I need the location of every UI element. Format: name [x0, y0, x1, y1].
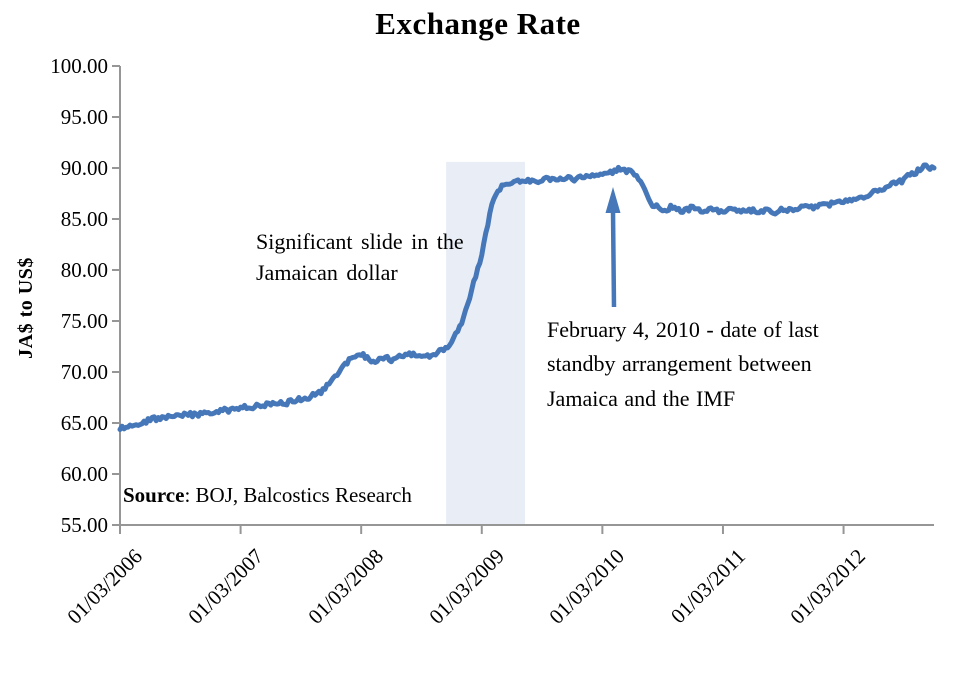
y-tick-label: 100.00 [50, 54, 108, 78]
y-tick-label: 60.00 [60, 462, 108, 486]
source-text: : BOJ, Balcostics Research [184, 483, 412, 507]
y-tick-label: 75.00 [60, 309, 108, 333]
source-note: Source: BOJ, Balcostics Research [123, 483, 412, 508]
y-tick-label: 80.00 [60, 258, 108, 282]
y-tick-label: 65.00 [60, 411, 108, 435]
annotation-slide: Significant slide in the Jamaican dollar [256, 229, 464, 286]
chart-title: Exchange Rate [375, 6, 581, 41]
y-axis-title: JA$ to US$ [15, 257, 37, 359]
source-label: Source [123, 483, 185, 507]
y-tick-label: 85.00 [60, 207, 108, 231]
y-tick-label: 90.00 [60, 156, 108, 180]
y-tick-label: 70.00 [60, 360, 108, 384]
y-tick-label: 95.00 [60, 105, 108, 129]
annotation-imf: February 4, 2010 - date of last standby … [547, 317, 819, 411]
y-tick-label: 55.00 [60, 513, 108, 537]
